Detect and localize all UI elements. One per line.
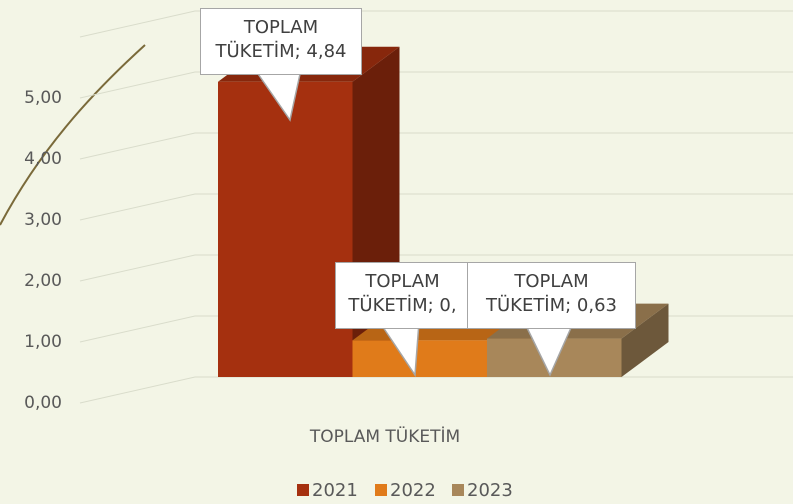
y-tick-label: 0,00 <box>24 393 62 413</box>
y-tick-label: 4,00 <box>24 149 62 169</box>
data-label: TOPLAM TÜKETİM; 4,84 <box>200 8 362 75</box>
category-label: TOPLAM TÜKETİM <box>309 425 460 447</box>
legend-label: 2023 <box>467 480 513 501</box>
grid-line <box>79 193 793 221</box>
decor-curve <box>0 44 146 226</box>
legend-label: 2022 <box>390 480 436 501</box>
y-tick-label: 2,00 <box>24 271 62 291</box>
bar-side <box>621 303 669 377</box>
grid-line <box>79 71 793 99</box>
grid-line <box>79 254 793 282</box>
legend-swatch <box>297 484 309 496</box>
grid-line <box>79 132 793 160</box>
legend-label: 2021 <box>312 480 358 501</box>
legend-swatch <box>375 484 387 496</box>
data-label: TOPLAM TÜKETİM; 0,63 <box>467 262 636 329</box>
bar <box>218 81 353 377</box>
y-tick-label: 5,00 <box>24 88 62 108</box>
grid-line <box>79 376 793 404</box>
data-label: TOPLAM TÜKETİM; 0, <box>335 262 470 329</box>
wall-edge <box>79 10 793 38</box>
bar <box>352 340 487 377</box>
legend-swatch <box>452 484 464 496</box>
y-tick-label: 3,00 <box>24 210 62 230</box>
y-tick-label: 1,00 <box>24 332 62 352</box>
